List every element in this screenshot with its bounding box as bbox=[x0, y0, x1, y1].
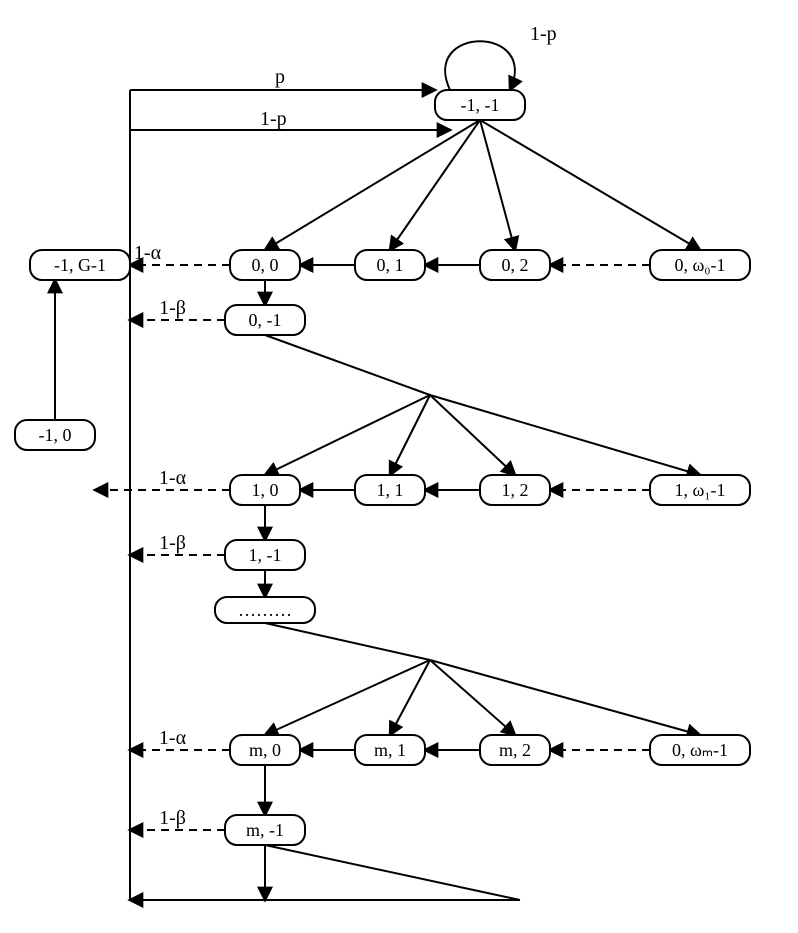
node-label-topGm1: -1, G-1 bbox=[54, 255, 106, 275]
edge bbox=[480, 120, 515, 250]
edge-label: p bbox=[275, 66, 285, 88]
node-label-n1m1: 1, -1 bbox=[249, 545, 282, 565]
node-label-n0w: 0, ω₀-1 bbox=[674, 255, 725, 275]
edge bbox=[265, 623, 430, 660]
edge-label: 1-β bbox=[159, 532, 186, 554]
edge bbox=[390, 120, 480, 250]
node-label-n01: 0, 1 bbox=[377, 255, 404, 275]
edge bbox=[265, 845, 520, 900]
edge bbox=[265, 395, 430, 475]
edge-label: 1-p bbox=[530, 23, 557, 45]
node-label-nmm1: m, -1 bbox=[246, 820, 284, 840]
node-label-n10: 1, 0 bbox=[252, 480, 279, 500]
node-label-nm10: -1, 0 bbox=[39, 425, 72, 445]
edge bbox=[445, 41, 515, 90]
edge-label: 1-β bbox=[159, 297, 186, 319]
edge bbox=[265, 335, 430, 395]
edge-label: 1-α bbox=[159, 727, 187, 749]
edge-label: 1-p bbox=[260, 108, 287, 130]
node-label-n0m1: 0, -1 bbox=[249, 310, 282, 330]
edge bbox=[390, 395, 430, 475]
node-label-nm0: m, 0 bbox=[249, 740, 281, 760]
edge bbox=[480, 120, 700, 250]
edge bbox=[390, 660, 430, 735]
edge bbox=[430, 395, 700, 475]
edge bbox=[265, 660, 430, 735]
node-label-n02: 0, 2 bbox=[502, 255, 529, 275]
node-label-nm1: m, 1 bbox=[374, 740, 406, 760]
node-label-n12: 1, 2 bbox=[502, 480, 529, 500]
node-label-n1w: 1, ω₁-1 bbox=[674, 480, 725, 500]
edge bbox=[430, 660, 700, 735]
node-label-n11: 1, 1 bbox=[377, 480, 404, 500]
node-label-nmw: 0, ωₘ-1 bbox=[672, 740, 728, 760]
edge bbox=[265, 120, 480, 250]
node-label-n00: 0, 0 bbox=[252, 255, 279, 275]
node-label-nm2: m, 2 bbox=[499, 740, 531, 760]
node-label-dots: ……… bbox=[238, 600, 292, 620]
edge-label: 1-α bbox=[159, 467, 187, 489]
edge-label: 1-α bbox=[134, 242, 162, 264]
edge-label: 1-β bbox=[159, 807, 186, 829]
node-label-top: -1, -1 bbox=[461, 95, 500, 115]
